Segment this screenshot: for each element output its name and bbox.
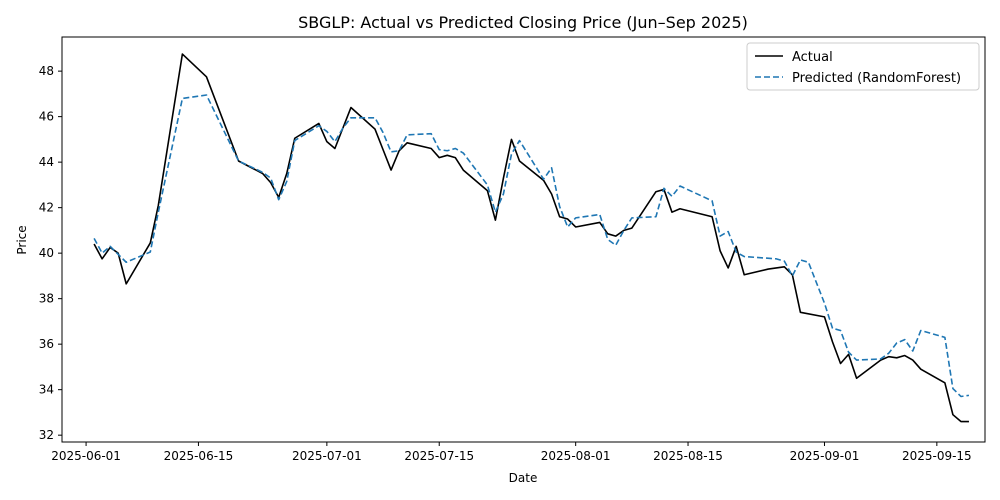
series-layer <box>93 53 970 423</box>
y-tick-label: 42 <box>39 201 54 215</box>
legend-label-predicted: Predicted (RandomForest) <box>792 71 961 86</box>
x-tick-label: 2025-06-15 <box>164 449 234 463</box>
y-tick-label: 48 <box>39 64 54 78</box>
plot-frame <box>61 36 986 443</box>
legend: Actual Predicted (RandomForest) <box>746 42 980 91</box>
x-tick-label: 2025-09-15 <box>902 449 972 463</box>
y-tick-label: 44 <box>39 155 54 169</box>
y-axis-label: Price <box>15 225 29 254</box>
x-axis: 2025-06-01 2025-06-15 2025-07-01 2025-07-15… <box>51 442 972 463</box>
chart-title: SBGLP: Actual vs Predicted Closing Price… <box>298 13 748 32</box>
y-tick-label: 34 <box>39 383 54 397</box>
legend-box <box>746 42 980 91</box>
y-tick-label: 38 <box>39 292 54 306</box>
series-line-predicted <box>93 94 970 398</box>
y-axis: 32 34 36 38 40 42 44 46 48 <box>39 64 62 442</box>
x-tick-label: 2025-07-15 <box>404 449 474 463</box>
y-tick-label: 40 <box>39 246 54 260</box>
y-tick-label: 46 <box>39 110 54 124</box>
series-line-actual <box>93 53 969 423</box>
legend-label-actual: Actual <box>792 50 833 65</box>
x-tick-label: 2025-08-01 <box>541 449 611 463</box>
y-tick-label: 32 <box>39 428 54 442</box>
x-tick-label: 2025-09-01 <box>790 449 860 463</box>
x-tick-label: 2025-07-01 <box>292 449 362 463</box>
y-tick-label: 36 <box>39 337 54 351</box>
x-axis-label: Date <box>509 471 538 485</box>
x-tick-label: 2025-08-15 <box>653 449 723 463</box>
x-tick-label: 2025-06-01 <box>51 449 121 463</box>
